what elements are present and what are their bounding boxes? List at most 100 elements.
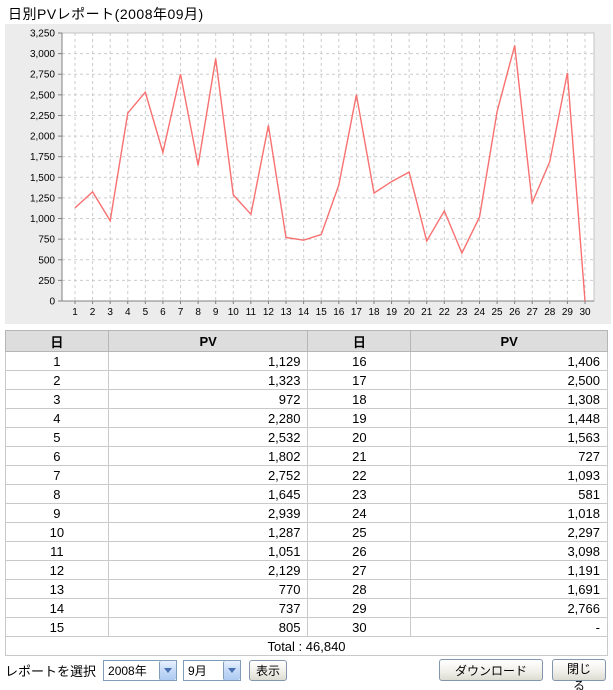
pv-cell: 1,308 xyxy=(410,389,608,409)
close-button[interactable]: 閉じる xyxy=(552,659,606,690)
y-tick-label: 1,250 xyxy=(30,193,55,204)
x-tick-label: 27 xyxy=(527,307,539,318)
month-select[interactable]: 9月 xyxy=(183,659,242,681)
table-row: 14 737 29 2,766 xyxy=(5,598,608,618)
table-row: 6 1,802 21 727 xyxy=(5,446,608,466)
download-button[interactable]: ダウンロード xyxy=(439,659,543,681)
col-header-pv-right: PV xyxy=(410,330,608,352)
day-cell: 15 xyxy=(5,617,109,637)
y-tick-label: 2,750 xyxy=(30,70,55,81)
table-row: 13 770 28 1,691 xyxy=(5,579,608,599)
y-tick-label: 1,750 xyxy=(30,152,55,163)
chart-panel: 0 250 500 750 1,000 1,250 1,500 1,750 2,000 2,250… xyxy=(5,24,611,324)
x-tick-label: 21 xyxy=(421,307,433,318)
x-tick-label: 19 xyxy=(386,307,398,318)
page-title: 日別PVレポート(2008年09月) xyxy=(8,6,204,22)
day-cell: 3 xyxy=(5,389,109,409)
pv-cell: - xyxy=(410,617,608,637)
show-button[interactable]: 表示 xyxy=(249,659,288,681)
pv-cell: 1,802 xyxy=(107,446,309,466)
pv-cell: 2,500 xyxy=(410,370,608,390)
x-tick-label: 23 xyxy=(456,307,468,318)
day-cell: 10 xyxy=(5,522,109,542)
table-row: 7 2,752 22 1,093 xyxy=(5,465,608,485)
x-tick-label: 15 xyxy=(316,307,328,318)
x-tick-label: 2 xyxy=(90,307,96,318)
pv-cell: 1,563 xyxy=(410,427,608,447)
table-row: 3 972 18 1,308 xyxy=(5,389,608,409)
day-cell: 5 xyxy=(5,427,109,447)
day-cell: 12 xyxy=(5,560,109,580)
table-row: 11 1,051 26 3,098 xyxy=(5,541,608,561)
table-header-row: 日 PV 日 PV xyxy=(5,330,608,352)
x-tick-label: 12 xyxy=(263,307,275,318)
pv-cell: 2,939 xyxy=(107,503,309,523)
x-tick-label: 29 xyxy=(562,307,574,318)
day-cell: 28 xyxy=(307,579,412,599)
pv-cell: 1,093 xyxy=(410,465,608,485)
table-row: 5 2,532 20 1,563 xyxy=(5,427,608,447)
footer-toolbar: レポートを選択 2008年 9月 表示 ダウンロード 閉じる xyxy=(5,657,608,690)
day-cell: 14 xyxy=(5,598,109,618)
day-cell: 26 xyxy=(307,541,412,561)
col-header-day-right: 日 xyxy=(307,330,412,352)
table-row: 8 1,645 23 581 xyxy=(5,484,608,504)
x-tick-label: 16 xyxy=(333,307,345,318)
pv-cell: 737 xyxy=(107,598,309,618)
x-tick-label: 30 xyxy=(579,307,591,318)
pv-cell: 581 xyxy=(410,484,608,504)
day-cell: 27 xyxy=(307,560,412,580)
table-row: 9 2,939 24 1,018 xyxy=(5,503,608,523)
pv-cell: 1,018 xyxy=(410,503,608,523)
x-tick-label: 17 xyxy=(351,307,363,318)
day-cell: 18 xyxy=(307,389,412,409)
x-tick-label: 20 xyxy=(404,307,416,318)
table-row: 4 2,280 19 1,448 xyxy=(5,408,608,428)
day-cell: 29 xyxy=(307,598,412,618)
day-cell: 24 xyxy=(307,503,412,523)
day-cell: 23 xyxy=(307,484,412,504)
plot-area xyxy=(62,33,594,301)
day-cell: 17 xyxy=(307,370,412,390)
report-select-label: レポートを選択 xyxy=(5,663,97,679)
x-tick-label: 13 xyxy=(280,307,292,318)
y-tick-label: 2,500 xyxy=(30,90,55,101)
x-tick-label: 1 xyxy=(72,307,78,318)
y-tick-label: 1,000 xyxy=(30,214,55,225)
x-tick-label: 14 xyxy=(298,307,310,318)
x-tick-label: 10 xyxy=(228,307,240,318)
day-cell: 6 xyxy=(5,446,109,466)
day-cell: 30 xyxy=(307,617,412,637)
x-tick-label: 3 xyxy=(107,307,113,318)
pv-cell: 2,280 xyxy=(107,408,309,428)
y-tick-label: 1,500 xyxy=(30,173,55,184)
chevron-down-icon[interactable] xyxy=(159,660,177,680)
pv-cell: 1,051 xyxy=(107,541,309,561)
pv-cell: 972 xyxy=(107,389,309,409)
pv-cell: 1,191 xyxy=(410,560,608,580)
year-select[interactable]: 2008年 xyxy=(103,659,178,681)
table-row: 2 1,323 17 2,500 xyxy=(5,370,608,390)
day-cell: 2 xyxy=(5,370,109,390)
y-tick-label: 2,000 xyxy=(30,132,55,143)
x-tick-label: 9 xyxy=(213,307,219,318)
chevron-down-icon[interactable] xyxy=(223,660,241,680)
pv-cell: 1,645 xyxy=(107,484,309,504)
pv-cell: 1,287 xyxy=(107,522,309,542)
pv-cell: 1,406 xyxy=(410,351,608,371)
pv-cell: 2,766 xyxy=(410,598,608,618)
pv-cell: 805 xyxy=(107,617,309,637)
chart-line xyxy=(74,45,586,302)
table-row: 10 1,287 25 2,297 xyxy=(5,522,608,542)
y-tick-label: 0 xyxy=(49,297,55,308)
x-tick-label: 24 xyxy=(474,307,486,318)
x-tick-label: 5 xyxy=(143,307,149,318)
pv-line-chart: 0 250 500 750 1,000 1,250 1,500 1,750 2,000 2,250… xyxy=(30,29,595,318)
y-tick-label: 750 xyxy=(38,235,55,246)
total-label: Total : 46,840 xyxy=(5,636,608,656)
table-row: 1 1,129 16 1,406 xyxy=(5,351,608,371)
x-tick-label: 22 xyxy=(439,307,451,318)
pv-cell: 2,532 xyxy=(107,427,309,447)
y-tick-label: 3,000 xyxy=(30,49,55,60)
